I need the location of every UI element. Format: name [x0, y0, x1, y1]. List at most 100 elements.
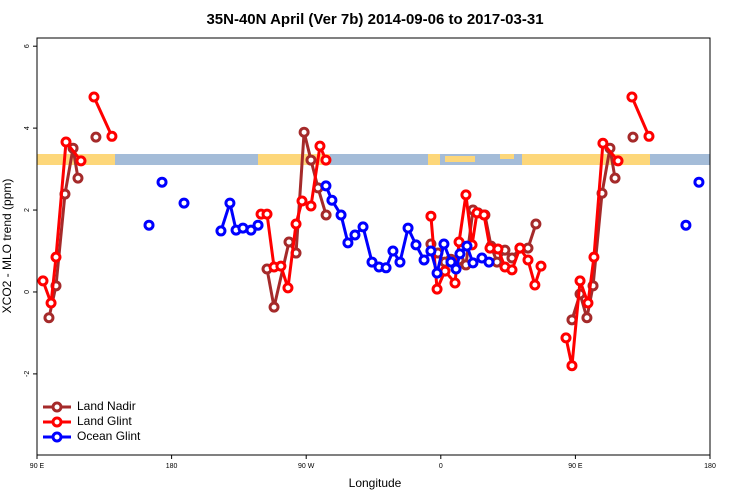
data-point	[283, 236, 295, 248]
data-point	[366, 256, 378, 268]
data-point	[418, 254, 430, 266]
data-point	[445, 256, 457, 268]
data-point	[106, 130, 118, 142]
data-point	[394, 256, 406, 268]
data-point	[326, 194, 338, 206]
data-point	[320, 154, 332, 166]
legend-label: Land Nadir	[77, 399, 136, 413]
data-point	[349, 229, 361, 241]
data-point	[268, 301, 280, 313]
data-point	[357, 221, 369, 233]
data-point	[245, 224, 257, 236]
data-point	[335, 209, 347, 221]
data-point	[597, 137, 609, 149]
legend-label: Land Glint	[77, 414, 132, 428]
data-point	[305, 200, 317, 212]
data-point	[467, 257, 479, 269]
y-tick-label: -2	[24, 371, 31, 377]
data-point	[261, 208, 273, 220]
land-band	[258, 154, 330, 165]
data-point	[612, 155, 624, 167]
data-point	[514, 242, 526, 254]
data-point	[431, 267, 443, 279]
data-point	[37, 275, 49, 287]
data-point	[156, 176, 168, 188]
data-point	[224, 197, 236, 209]
data-point	[506, 264, 518, 276]
data-point	[60, 136, 72, 148]
y-tick-label: 2	[24, 208, 31, 212]
legend-marker	[51, 416, 63, 428]
land-band	[428, 154, 440, 165]
data-point	[454, 248, 466, 260]
x-tick-label: 90 E	[568, 463, 583, 470]
data-point	[483, 256, 495, 268]
data-point	[178, 197, 190, 209]
data-point	[582, 297, 594, 309]
data-point	[425, 210, 437, 222]
data-point	[643, 130, 655, 142]
data-point	[45, 297, 57, 309]
data-point	[492, 243, 504, 255]
data-point	[566, 360, 578, 372]
x-tick-label: 180	[704, 463, 716, 470]
data-point	[298, 126, 310, 138]
data-point	[72, 172, 84, 184]
data-point	[43, 312, 55, 324]
data-point	[460, 189, 472, 201]
data-point	[535, 260, 547, 272]
data-point	[88, 91, 100, 103]
data-point	[530, 218, 542, 230]
legend-marker	[51, 401, 63, 413]
data-point	[431, 283, 443, 295]
data-point	[529, 279, 541, 291]
land-band	[522, 154, 650, 165]
data-point	[410, 239, 422, 251]
data-point	[215, 225, 227, 237]
data-point	[380, 262, 392, 274]
legend-marker	[51, 431, 63, 443]
data-point	[75, 155, 87, 167]
data-point	[478, 209, 490, 221]
data-point	[453, 236, 465, 248]
data-point	[680, 219, 692, 231]
plot-box	[36, 37, 711, 456]
data-point	[522, 254, 534, 266]
data-point	[50, 251, 62, 263]
ocean-band	[37, 154, 710, 165]
y-axis-label: XCO2 - MLO trend (ppm)	[0, 179, 14, 314]
data-point	[609, 172, 621, 184]
data-point	[450, 263, 462, 275]
x-axis-label: Longitude	[349, 476, 402, 490]
data-point	[296, 195, 308, 207]
data-point	[693, 176, 705, 188]
data-point	[449, 277, 461, 289]
x-tick-label: 90 W	[298, 463, 315, 470]
data-point	[574, 275, 586, 287]
data-point	[402, 222, 414, 234]
data-point	[425, 245, 437, 257]
data-point	[626, 91, 638, 103]
data-point	[320, 209, 332, 221]
data-point	[290, 218, 302, 230]
legend-label: Ocean Glint	[77, 429, 141, 443]
data-point	[461, 240, 473, 252]
data-point	[90, 131, 102, 143]
data-point	[342, 237, 354, 249]
y-tick-label: 6	[24, 44, 31, 48]
data-point	[387, 245, 399, 257]
data-point	[581, 312, 593, 324]
chart-title: 35N-40N April (Ver 7b) 2014-09-06 to 201…	[206, 11, 543, 28]
data-point	[314, 140, 326, 152]
data-point	[320, 180, 332, 192]
land-band	[500, 154, 514, 159]
data-point	[438, 238, 450, 250]
data-point	[627, 131, 639, 143]
x-tick-label: 0	[439, 463, 443, 470]
x-tick-label: 180	[166, 463, 178, 470]
data-point	[275, 260, 287, 272]
data-point	[252, 219, 264, 231]
